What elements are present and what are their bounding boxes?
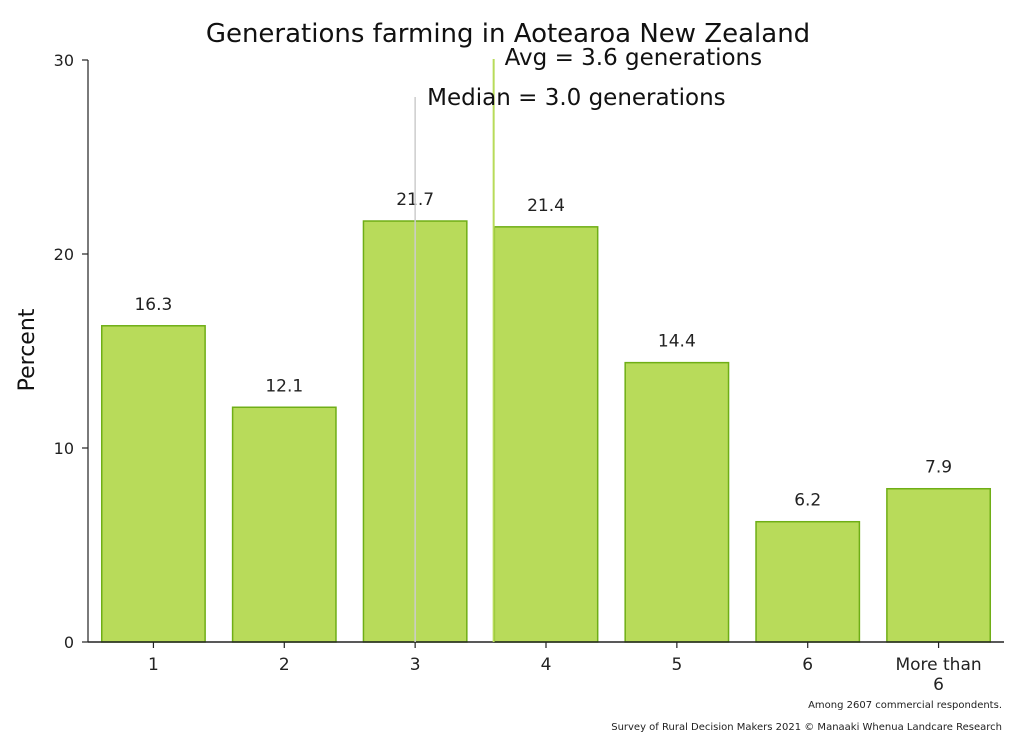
x-tick-label: 2 [279,655,290,675]
average-label: Avg = 3.6 generations [505,45,762,71]
y-tick-label: 0 [64,633,74,652]
x-tick-label: 3 [410,655,421,675]
y-tick-label: 20 [54,245,74,264]
data-label-4: 21.4 [527,196,565,216]
x-tick-label: 5 [671,655,682,675]
data-label-5: 14.4 [658,332,696,352]
bar-6 [755,520,861,643]
y-tick-label: 10 [54,439,74,458]
x-tick-label: More than 6 [895,655,981,695]
bar-7 [886,487,992,643]
median-label: Median = 3.0 generations [427,85,726,111]
y-axis-label: Percent [15,308,40,391]
bar-1 [100,325,206,643]
data-label-2: 12.1 [265,376,303,396]
data-label-7: 7.9 [925,458,952,478]
data-label-1: 16.3 [134,295,172,315]
data-label-6: 6.2 [794,491,821,511]
bar-5 [624,361,730,643]
x-tick-label: 6 [802,655,813,675]
bar-4 [493,226,599,643]
respondents-note: Among 2607 commercial respondents. [808,700,1002,711]
chart-title: Generations farming in Aotearoa New Zeal… [206,19,810,49]
y-tick-label: 30 [54,51,74,70]
bar-2 [231,406,337,643]
x-tick-label: 4 [541,655,552,675]
x-tick-label: 1 [148,655,159,675]
source-note: Survey of Rural Decision Makers 2021 © M… [611,722,1002,733]
